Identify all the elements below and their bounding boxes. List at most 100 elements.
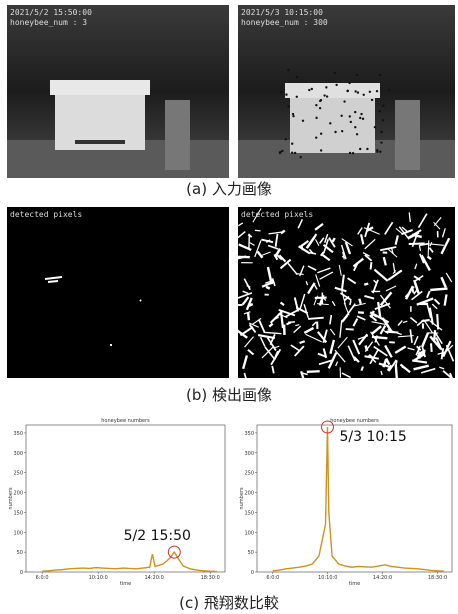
y-tick-label: 0 <box>20 570 23 576</box>
bee <box>379 74 381 76</box>
detected-stroke <box>359 299 360 304</box>
figure: 2021/5/2 15:50:00 honeybee_num : 3 2021/… <box>0 0 458 614</box>
detection-left <box>7 207 229 378</box>
x-tick-label: 6:0:0 <box>266 575 279 581</box>
detected-stroke <box>421 320 429 321</box>
photo-left <box>7 5 229 178</box>
chart-panel <box>7 414 229 585</box>
y-tick-label: 0 <box>251 570 254 576</box>
x-tick-label: 18:30:0 <box>201 575 220 581</box>
bee <box>320 133 322 135</box>
y-tick-label: 50 <box>17 550 23 556</box>
detected-stroke <box>437 314 438 329</box>
x-tick-label: 10:10:0 <box>89 575 108 581</box>
detection-label: detected pixels <box>241 210 313 219</box>
detected-stroke <box>255 230 261 231</box>
bee <box>302 120 304 122</box>
bee <box>363 94 365 96</box>
bee <box>343 100 345 102</box>
bee <box>382 119 384 121</box>
bee <box>340 115 342 117</box>
bee <box>308 89 310 91</box>
bee <box>354 90 356 92</box>
bee <box>315 136 317 138</box>
bee <box>315 117 317 119</box>
bee <box>294 152 296 154</box>
y-tick-label: 250 <box>13 471 23 477</box>
bee <box>362 118 364 120</box>
bee <box>354 126 356 128</box>
bee <box>311 88 313 90</box>
bee <box>379 110 381 112</box>
detected-stroke <box>371 262 372 269</box>
y-tick-label: 250 <box>244 471 254 477</box>
bee <box>380 141 382 143</box>
y-tick-label: 100 <box>244 530 254 536</box>
x-tick-label: 10:10:0 <box>318 575 337 581</box>
bee <box>371 99 373 101</box>
bee <box>287 105 289 107</box>
y-tick-label: 200 <box>13 491 23 497</box>
y-tick-label: 100 <box>13 530 23 536</box>
detected-stroke <box>396 364 397 381</box>
bee <box>334 72 336 74</box>
detected-stroke <box>140 300 141 301</box>
x-tick-label: 18:30:0 <box>428 575 447 581</box>
detected-stroke <box>431 343 432 352</box>
bee <box>326 95 328 97</box>
bee <box>356 133 358 135</box>
annotation: 5/3 10:15 <box>339 429 406 445</box>
bee <box>325 86 327 88</box>
bee <box>352 152 354 154</box>
bee <box>323 94 325 96</box>
chart-title: honeybee numbers <box>330 418 379 424</box>
bee <box>285 138 287 140</box>
bee <box>349 115 351 117</box>
bee <box>296 76 298 78</box>
bee <box>360 113 362 115</box>
bee <box>388 89 390 91</box>
bee <box>349 152 351 154</box>
bee <box>376 90 378 92</box>
bee <box>291 152 293 154</box>
detected-stroke <box>350 301 351 305</box>
chart-title: honeybee numbers <box>101 418 150 424</box>
y-tick-label: 50 <box>248 550 254 556</box>
bee <box>357 91 359 93</box>
timestamp: 2021/5/2 15:50:00 <box>10 8 92 17</box>
detected-stroke <box>308 318 324 319</box>
detected-stroke <box>302 244 303 250</box>
caption: (b) 検出画像 <box>186 386 272 404</box>
y-tick-label: 300 <box>13 451 23 457</box>
bee <box>291 143 293 145</box>
detected-stroke <box>295 325 299 326</box>
bee <box>280 91 282 93</box>
photo-right <box>238 5 455 178</box>
bee <box>292 113 294 115</box>
bee <box>287 69 289 71</box>
bee <box>376 150 378 152</box>
y-tick-label: 300 <box>244 451 254 457</box>
bee <box>374 126 376 128</box>
bee <box>281 150 283 152</box>
bee <box>315 104 317 106</box>
bee <box>369 91 371 93</box>
bee <box>379 151 381 153</box>
detection-label: detected pixels <box>10 210 82 219</box>
bee <box>296 96 298 98</box>
y-tick-label: 350 <box>244 431 254 437</box>
bee <box>299 156 301 158</box>
bee <box>320 149 322 151</box>
detected-stroke <box>361 367 363 371</box>
detected-stroke <box>48 281 58 282</box>
bee <box>319 107 321 109</box>
bee <box>341 130 343 132</box>
x-tick-label: 14:20:0 <box>373 575 392 581</box>
x-tick-label: 14:20:0 <box>144 575 163 581</box>
bee <box>380 131 382 133</box>
bee <box>354 111 356 113</box>
bee <box>334 131 336 133</box>
y-tick-label: 150 <box>244 510 254 516</box>
x-axis-label: time <box>349 581 360 587</box>
detected-stroke <box>434 330 435 340</box>
